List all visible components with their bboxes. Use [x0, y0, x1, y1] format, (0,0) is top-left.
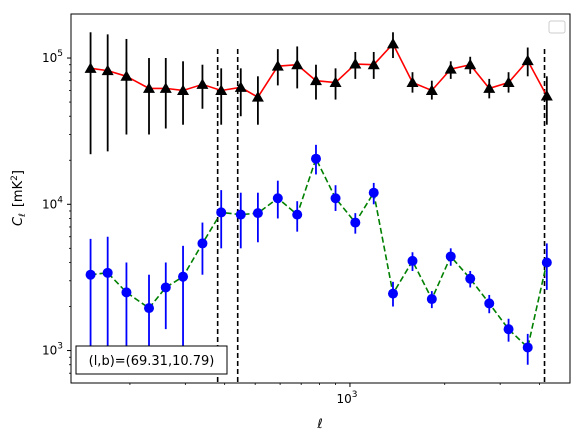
series-1-point-22: [503, 324, 514, 335]
series-1-point-23: [522, 342, 533, 353]
series-0-point-20: [464, 58, 477, 70]
series-0-point-4: [159, 82, 172, 93]
series-0-point-10: [271, 60, 284, 71]
series-1-point-14: [350, 217, 361, 228]
y-axis-label: Cℓ [mK2]: [10, 170, 28, 226]
series-1-point-1: [102, 267, 113, 278]
y-tick-label-2: 105: [42, 49, 63, 65]
series-1-point-6: [197, 238, 208, 249]
annotation-box: [75, 345, 228, 375]
series-0-point-14: [349, 58, 362, 69]
series-0-point-13: [329, 76, 342, 88]
series-0-point-0: [84, 62, 97, 73]
y-axis-label-unit-sup: 2: [10, 175, 20, 181]
series-1-point-5: [178, 271, 189, 282]
series-1-point-13: [330, 193, 341, 204]
series-1-point-20: [465, 273, 476, 284]
series-1-point-10: [272, 193, 283, 204]
series-1-point-7: [216, 207, 227, 218]
series-0-point-17: [406, 76, 419, 88]
series-1-point-12: [310, 153, 321, 164]
series-1-point-0: [85, 269, 96, 280]
series-1-point-24: [541, 257, 552, 268]
series-0: [84, 32, 553, 155]
series-1-point-18: [426, 294, 437, 305]
series-0-point-12: [309, 74, 322, 86]
y-axis-label-unit: [mK: [11, 180, 26, 207]
series-1-point-8: [235, 209, 246, 220]
series-1-point-19: [445, 251, 456, 262]
series-1-point-15: [368, 187, 379, 198]
series-0-point-15: [367, 58, 380, 70]
series-0-point-22: [502, 76, 515, 88]
series-0-point-1: [101, 64, 114, 76]
series-0-point-2: [120, 70, 133, 81]
axes-frame: [70, 13, 571, 384]
series-0-point-6: [196, 78, 209, 89]
y-tick-label-1: 104: [42, 195, 63, 211]
series-0-point-8: [234, 81, 247, 92]
y-axis-label-sub: ℓ: [18, 213, 28, 218]
series-1-point-11: [292, 209, 303, 220]
annotation-text: (l,b)=(69.31,10.79): [89, 354, 215, 369]
series-0-point-5: [177, 84, 190, 95]
plot-area: [84, 32, 553, 383]
series-0-point-19: [444, 63, 457, 74]
x-axis-label: ℓ: [316, 417, 322, 432]
series-0-point-9: [251, 91, 264, 102]
x-tick-label-0: 103: [336, 390, 357, 406]
series-1-point-9: [252, 208, 263, 219]
series-1: [85, 144, 552, 374]
series-1-point-16: [387, 288, 398, 299]
series-0-point-18: [425, 84, 438, 95]
series-1-point-2: [121, 287, 132, 298]
series-0-point-21: [483, 82, 496, 93]
series-1-point-3: [144, 303, 155, 314]
series-1-point-21: [484, 298, 495, 309]
series-0-point-11: [291, 58, 304, 70]
series-1-point-17: [407, 255, 418, 266]
series-0-point-16: [386, 37, 399, 49]
series-0-point-3: [143, 82, 156, 93]
series-1-point-4: [160, 282, 171, 293]
y-axis-label-unit-end: ]: [11, 170, 26, 175]
y-axis-label-main: C: [11, 216, 26, 226]
series-0-point-24: [540, 90, 553, 101]
series-0-point-7: [215, 84, 228, 95]
series-0-point-23: [521, 54, 534, 66]
y-tick-label-0: 103: [42, 342, 63, 358]
axis-ticks: 103 104 105 103: [42, 49, 540, 406]
annotation: (l,b)=(69.31,10.79): [75, 345, 228, 375]
legend-box: [548, 20, 566, 34]
